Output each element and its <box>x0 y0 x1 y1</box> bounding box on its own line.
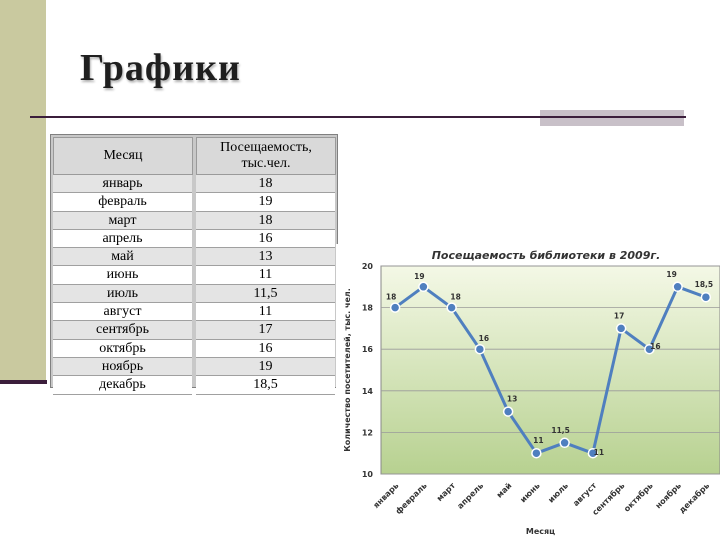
table-cell-visits: 19 <box>196 193 335 212</box>
x-tick-label: декабрь <box>677 480 712 515</box>
data-point <box>446 302 457 313</box>
table-cell-visits: 11 <box>196 303 335 322</box>
y-tick-label: 18 <box>362 304 374 313</box>
table-column-visits: 18 19 18 16 13 11 11,5 11 17 16 19 18,5 <box>196 175 335 395</box>
data-label: 11,5 <box>551 426 570 435</box>
data-point <box>559 437 570 449</box>
data-label: 19 <box>666 270 676 279</box>
x-tick-label: июнь <box>518 481 541 504</box>
data-label: 17 <box>614 311 624 320</box>
x-tick-label: июль <box>546 481 570 505</box>
data-label: 11 <box>594 448 604 457</box>
slide-side-band-edge <box>46 0 48 382</box>
series-line <box>394 285 707 455</box>
data-label: 18 <box>386 293 396 302</box>
y-tick-label: 16 <box>362 345 374 354</box>
data-label: 11 <box>533 436 543 445</box>
x-tick-label: ноябрь <box>653 480 683 510</box>
table-cell-visits: 18 <box>196 175 335 194</box>
data-label: 19 <box>414 272 424 281</box>
x-axis-label: Месяц <box>526 527 555 536</box>
data-point <box>587 447 599 459</box>
table-cell-month: апрель <box>53 229 192 249</box>
data-point <box>615 323 627 334</box>
slide-title: Графики <box>80 47 241 89</box>
data-label: 18,5 <box>695 280 714 289</box>
table-cell-month: июль <box>53 284 192 304</box>
slide-side-foot <box>0 380 47 384</box>
x-tick-label: январь <box>372 481 401 510</box>
data-point <box>474 343 486 355</box>
y-tick-label: 20 <box>362 262 374 271</box>
table-header-visits: Посещаемость, тыс.чел. <box>196 137 336 175</box>
data-point <box>389 302 401 313</box>
data-point <box>531 447 542 459</box>
table-cell-visits: 16 <box>196 229 335 249</box>
table-cell-month: январь <box>53 175 192 194</box>
y-tick-label: 12 <box>362 428 373 437</box>
table-cell-visits: 11 <box>196 266 335 285</box>
table-cell-month: февраль <box>53 193 192 212</box>
y-tick-label: 14 <box>362 387 374 396</box>
plot-area <box>380 265 720 475</box>
y-tick-label: 10 <box>362 470 374 479</box>
table-cell-visits: 18,5 <box>196 376 335 395</box>
table-column-month: январь февраль март апрель май июнь июль август… <box>53 175 192 395</box>
y-axis-label: Количество посетителей, тыс. чел. <box>343 288 352 452</box>
table-cell-month: ноябрь <box>53 357 192 377</box>
data-point <box>672 281 683 293</box>
table-cell-month: октябрь <box>53 339 192 358</box>
data-label: 16 <box>479 334 489 343</box>
x-tick-label: октябрь <box>621 480 654 513</box>
title-accent-block <box>540 110 684 126</box>
table-header-month: Месяц <box>53 137 193 175</box>
table-cell-visits: 13 <box>196 248 335 267</box>
line-chart: Посещаемость библиотеки в 2009г. 10 12 14 16… <box>343 249 720 536</box>
data-point <box>418 281 429 293</box>
x-tick-label: май <box>495 481 514 500</box>
data-point <box>502 406 514 417</box>
table-cell-month: сентябрь <box>53 321 192 340</box>
table-cell-month: март <box>53 211 192 230</box>
data-label: 13 <box>507 395 517 404</box>
data-point <box>700 291 712 303</box>
x-tick-label: август <box>571 481 598 508</box>
table-cell-month: август <box>53 303 192 322</box>
slide-side-band <box>0 0 47 382</box>
attendance-table: Месяц Посещаемость, тыс.чел. январь февра… <box>50 134 338 395</box>
x-tick-label: апрель <box>456 481 486 511</box>
table-cell-visits: 17 <box>196 321 335 340</box>
table-cell-visits: 19 <box>196 357 335 377</box>
chart-area: Посещаемость библиотеки в 2009г. 10 12 14 16… <box>336 244 720 540</box>
title-rule <box>30 116 686 118</box>
chart-title: Посещаемость библиотеки в 2009г. <box>432 249 661 262</box>
table-cell-month: июнь <box>53 266 192 285</box>
table-cell-visits: 18 <box>196 211 335 230</box>
x-tick-label: март <box>435 481 457 503</box>
table-cell-visits: 11,5 <box>196 284 335 304</box>
table-cell-month: декабрь <box>53 376 192 395</box>
data-label: 18 <box>450 293 460 302</box>
table-cell-visits: 16 <box>196 339 335 358</box>
data-label: 16 <box>650 342 660 351</box>
data-point <box>644 343 655 355</box>
table-cell-month: май <box>53 248 192 267</box>
